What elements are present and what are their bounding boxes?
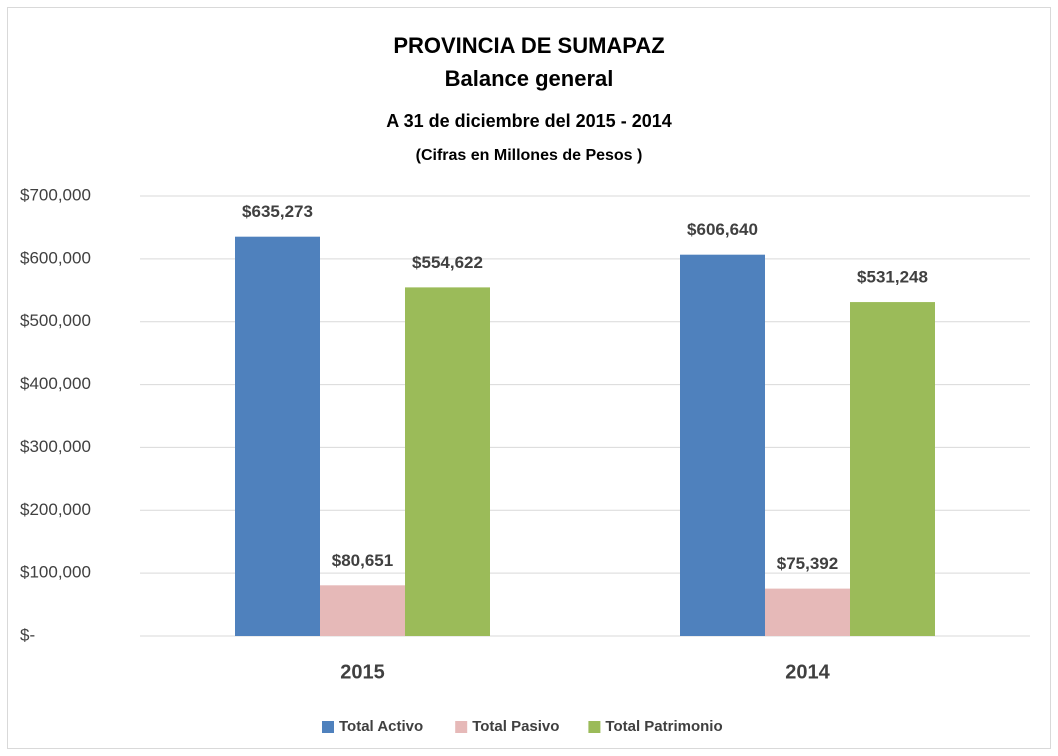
data-label: $531,248 [857, 268, 928, 287]
legend-label: Total Activo [339, 718, 423, 735]
bar [320, 585, 405, 636]
chart-title: PROVINCIA DE SUMAPAZ [393, 33, 664, 58]
data-label: $606,640 [687, 220, 758, 239]
bar [765, 588, 850, 636]
bar [850, 302, 935, 636]
y-tick-label: $700,000 [20, 185, 91, 204]
legend-swatch [588, 721, 601, 733]
legend-swatch [455, 721, 468, 733]
x-tick-label: 2014 [785, 661, 830, 683]
y-tick-label: $600,000 [20, 248, 91, 267]
bar [235, 236, 320, 636]
legend-swatch [322, 721, 334, 733]
chart-subtitle: A 31 de diciembre del 2015 - 2014 [386, 111, 672, 131]
chart-subtitle: Balance general [445, 66, 614, 91]
x-tick-label: 2015 [340, 661, 385, 683]
bar [680, 254, 765, 637]
y-tick-label: $400,000 [20, 374, 91, 393]
data-label: $635,273 [242, 202, 313, 221]
legend-label: Total Pasivo [472, 718, 559, 735]
chart-subtitle: (Cifras en Millones de Pesos ) [416, 147, 643, 164]
y-tick-label: $- [20, 625, 35, 644]
data-label: $554,622 [412, 253, 483, 272]
y-tick-label: $100,000 [20, 563, 91, 582]
bar [405, 287, 490, 636]
legend-label: Total Patrimonio [605, 718, 722, 735]
data-label: $75,392 [777, 554, 838, 573]
y-tick-label: $300,000 [20, 437, 91, 456]
data-label: $80,651 [332, 551, 393, 570]
y-tick-label: $500,000 [20, 311, 91, 330]
y-tick-label: $200,000 [20, 500, 91, 519]
